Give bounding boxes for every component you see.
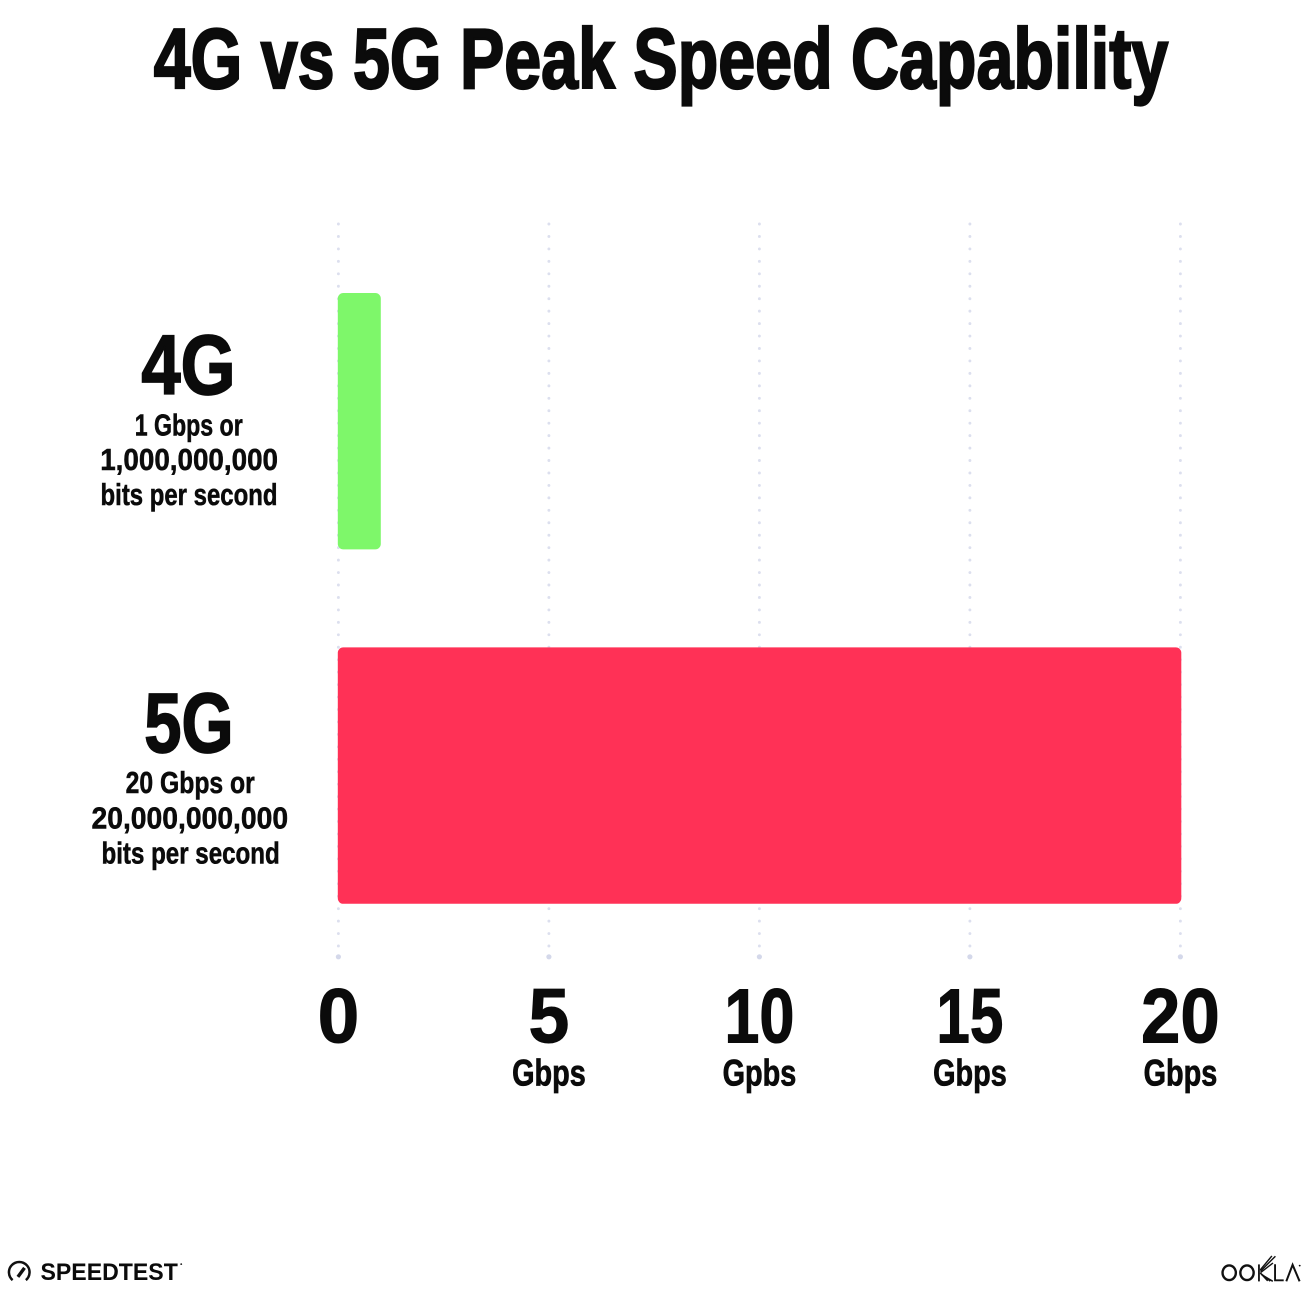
svg-text:20 Gbps or: 20 Gbps or bbox=[126, 765, 255, 799]
svg-text:15: 15 bbox=[936, 972, 1003, 1059]
svg-text:0: 0 bbox=[318, 974, 360, 1060]
svg-text:bits per second: bits per second bbox=[101, 836, 279, 870]
svg-text:SPEEDTEST: SPEEDTEST bbox=[41, 1259, 179, 1285]
svg-text:20,000,000,000: 20,000,000,000 bbox=[91, 801, 288, 835]
svg-text:Gbps: Gbps bbox=[933, 1053, 1007, 1094]
svg-text:5: 5 bbox=[528, 973, 569, 1059]
svg-text:1 Gbps or: 1 Gbps or bbox=[135, 407, 243, 442]
svg-text:Gpbs: Gpbs bbox=[723, 1053, 797, 1094]
svg-text:20: 20 bbox=[1141, 973, 1220, 1059]
svg-text:4G: 4G bbox=[141, 319, 235, 412]
svg-text:Gbps: Gbps bbox=[512, 1053, 586, 1094]
svg-text:10: 10 bbox=[724, 972, 794, 1058]
svg-text:1,000,000,000: 1,000,000,000 bbox=[100, 444, 278, 477]
svg-text:4G vs 5G Peak Speed Capability: 4G vs 5G Peak Speed Capability bbox=[154, 12, 1169, 107]
svg-text:bits per second: bits per second bbox=[101, 477, 278, 511]
svg-text:Gbps: Gbps bbox=[1144, 1053, 1218, 1094]
svg-text:5G: 5G bbox=[144, 677, 233, 771]
